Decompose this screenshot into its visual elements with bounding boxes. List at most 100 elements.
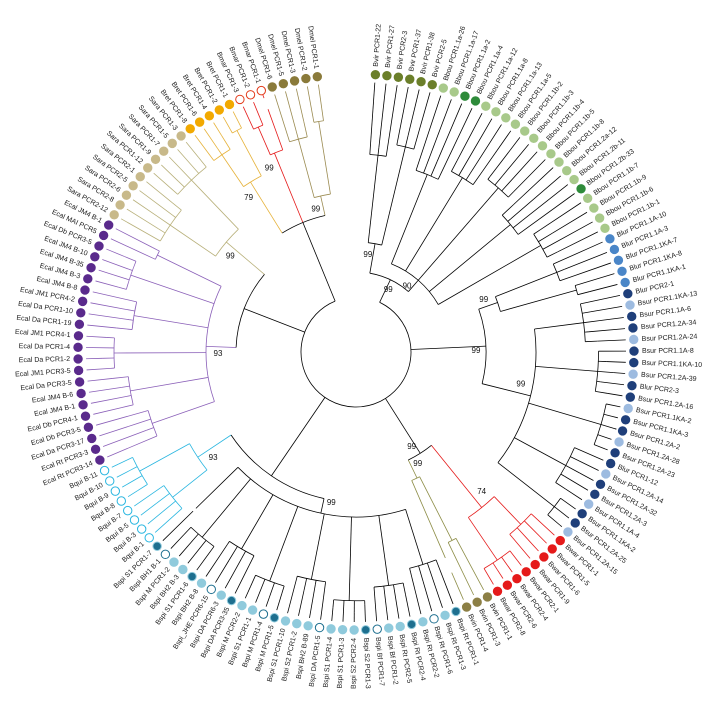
branch-tip xyxy=(413,92,431,150)
leaf-marker xyxy=(617,266,627,276)
branch-tip-stem xyxy=(235,117,242,129)
leaf-marker xyxy=(204,111,215,121)
branch-tip xyxy=(553,241,603,265)
branch-tip xyxy=(517,193,575,235)
branch-tip xyxy=(527,539,539,552)
branch-tip-stem xyxy=(583,320,600,324)
branch-subclade-stem xyxy=(157,254,222,287)
branch-tip xyxy=(86,367,111,371)
branch-subclade-stem xyxy=(378,515,390,586)
leaf-marker xyxy=(625,300,635,310)
leaf-marker xyxy=(589,203,599,213)
leaf-marker xyxy=(144,533,154,543)
branch-subclade-arc xyxy=(155,250,160,260)
leaf-marker xyxy=(451,606,461,617)
branch-tip-stem xyxy=(426,562,431,571)
branch-subclade-arc xyxy=(483,550,511,569)
branch-subclade-stem xyxy=(500,289,577,312)
support-value: 99 xyxy=(479,295,488,304)
leaf-marker xyxy=(460,91,470,101)
branch-tip xyxy=(393,584,400,619)
branch-tip xyxy=(161,164,179,182)
branch-tip xyxy=(451,549,475,596)
branch-tip-stem xyxy=(582,311,591,314)
leaf-label: Blur PCR2-1 xyxy=(635,281,675,296)
branch-tip-stem xyxy=(542,247,547,250)
branch-tip xyxy=(456,113,483,161)
leaf-marker xyxy=(121,190,132,200)
leaf-marker xyxy=(128,181,138,191)
leaf-marker xyxy=(520,126,530,136)
branch-tip xyxy=(98,269,115,276)
leaf-marker xyxy=(116,496,127,506)
branch-tip xyxy=(551,211,588,234)
branch-tip xyxy=(578,273,615,285)
branch-clade-arc xyxy=(215,228,239,257)
branch-tip-stem xyxy=(423,165,427,174)
leaf-label: Ecal JM1 PCR3-5 xyxy=(15,368,71,379)
branch-tip-stem xyxy=(206,546,215,557)
branch-tip xyxy=(127,490,138,498)
leaf-marker xyxy=(609,244,620,255)
leaf-marker xyxy=(83,274,93,284)
leaf-marker xyxy=(605,458,616,469)
branch-tip-stem xyxy=(509,550,518,561)
support-value: 99 xyxy=(327,498,336,507)
branch-subclade-stem xyxy=(468,517,498,561)
leaf-marker xyxy=(613,255,624,265)
branch-tip xyxy=(429,570,443,608)
branch-subclade-stem xyxy=(429,224,511,292)
leaf-marker xyxy=(502,580,513,590)
leaf-marker xyxy=(614,437,624,447)
branch-subclade-arc xyxy=(177,166,207,195)
branch-subclade-stem xyxy=(236,130,262,177)
branch-tip-stem xyxy=(593,444,606,450)
branch-tip-stem xyxy=(377,147,380,156)
branch-tip-stem xyxy=(160,485,165,489)
branch-subclade-stem xyxy=(191,179,239,230)
leaf-marker xyxy=(370,69,381,80)
branch-tip xyxy=(522,184,569,221)
branch-tip-stem xyxy=(404,135,409,147)
support-value: 74 xyxy=(477,487,486,496)
support-value: 99 xyxy=(265,164,274,173)
branch-tip xyxy=(185,141,200,158)
branch-tip xyxy=(88,386,122,393)
leaf-marker xyxy=(90,252,100,262)
leaf-label: Bvir PCR1-22 xyxy=(373,24,383,67)
branch-tip-stem xyxy=(554,506,561,512)
branch-tip xyxy=(265,597,270,607)
leaf-marker xyxy=(623,403,633,414)
leaf-label: Bspi Bf PCR1-7 xyxy=(374,637,385,687)
leaf-marker xyxy=(590,489,600,500)
leaf-marker xyxy=(600,223,610,234)
branch-tip xyxy=(455,538,485,591)
leaf-marker xyxy=(216,590,226,600)
branch-subclade-stem xyxy=(130,377,209,392)
branch-clade-arc xyxy=(497,328,537,463)
leaf-label: Ecal Da PCR1-19 xyxy=(16,315,72,327)
branch-tip xyxy=(435,559,454,605)
leaf-marker xyxy=(150,154,161,165)
branch-tip-stem xyxy=(169,500,176,507)
branch-tip xyxy=(407,89,420,136)
leaf-label: Bvir PCR2-3 xyxy=(396,30,409,70)
branch-tip-stem xyxy=(430,161,438,177)
branch-tip xyxy=(120,218,161,242)
branch-clade-arc xyxy=(237,467,406,518)
leaf-marker xyxy=(312,72,323,82)
branch-tip-stem xyxy=(559,275,576,282)
branch-tip-stem xyxy=(241,551,246,559)
branch-tip-stem xyxy=(385,140,390,157)
branch-tip xyxy=(426,99,452,166)
branch-tip xyxy=(502,144,529,177)
leaf-marker xyxy=(143,163,153,173)
leaf-marker xyxy=(563,527,573,537)
support-value: 99 xyxy=(311,205,320,214)
branch-tip xyxy=(410,571,422,615)
branch-tip xyxy=(496,569,504,579)
branch-tip xyxy=(106,248,126,258)
leaf-marker xyxy=(115,200,125,210)
branch-tip xyxy=(92,291,137,303)
branch-clade-stem xyxy=(206,345,237,348)
